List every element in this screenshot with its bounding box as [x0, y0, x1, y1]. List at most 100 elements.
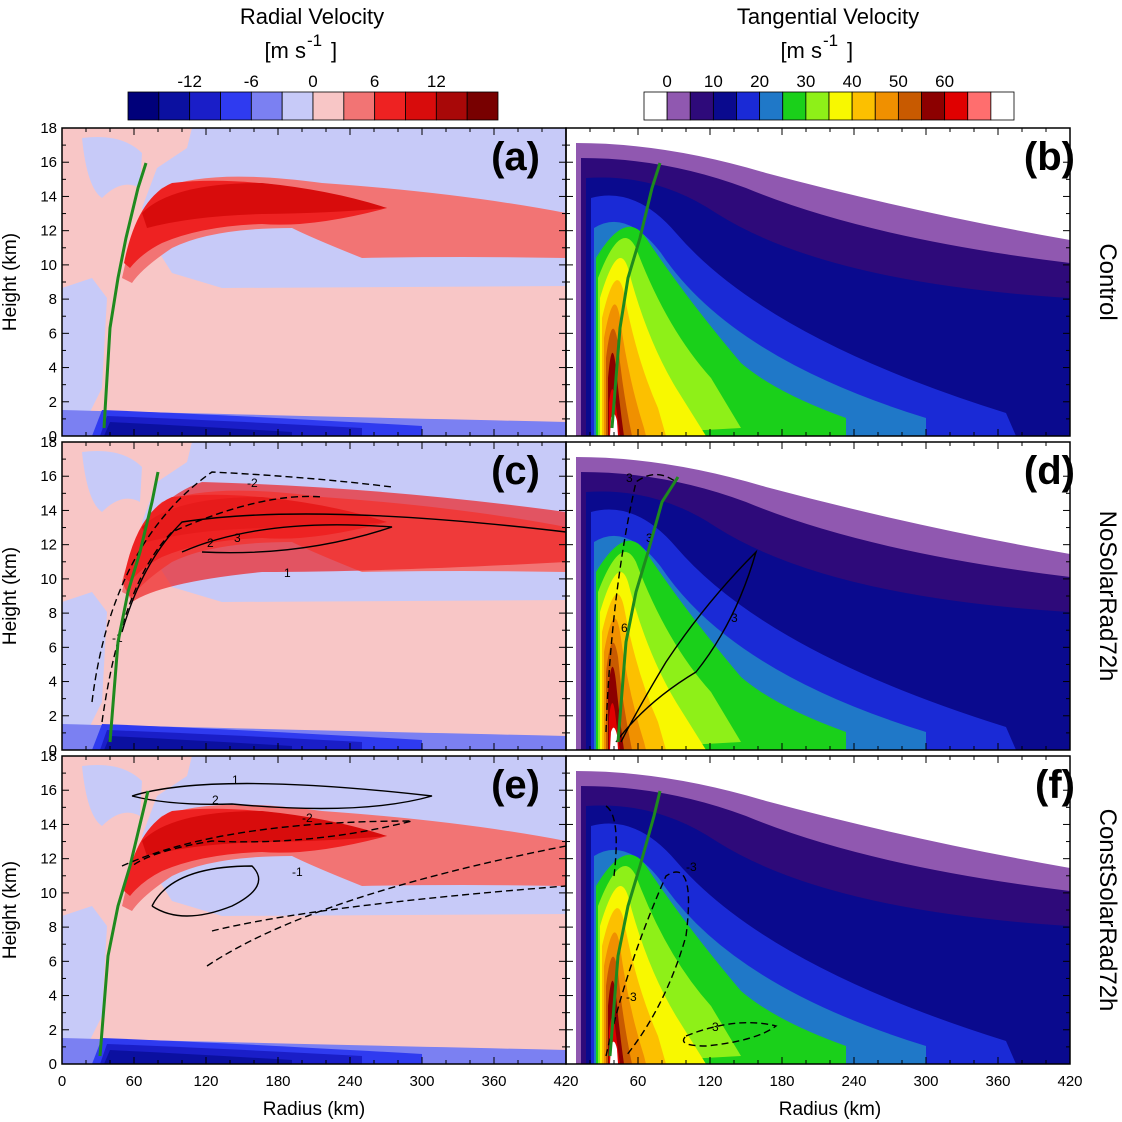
contour-label: -3 [708, 1020, 719, 1034]
colorbar-tick-label: 0 [662, 72, 671, 91]
colorbar-box [897, 91, 922, 121]
contour-label: -3 [686, 860, 697, 874]
x-tick-label: 300 [409, 1073, 434, 1090]
x-tick-label: 420 [553, 1073, 578, 1090]
panel-label-a: (a) [491, 135, 540, 179]
colorbar-tick-label: 0 [308, 72, 317, 91]
colorbar-box [158, 91, 191, 121]
y-tick-label: 14 [40, 502, 57, 519]
colorbar-box [944, 91, 969, 121]
panel-label-e: (e) [491, 763, 540, 807]
y-tick-label: 12 [40, 851, 57, 868]
y-tick-label: 0 [49, 742, 57, 759]
contour-line [121, 820, 413, 867]
y-tick-label: 12 [40, 537, 57, 554]
panel-d: 3 6 3 3 [566, 442, 1070, 750]
y-tick-label: 12 [40, 223, 57, 240]
rmw-line [102, 162, 148, 429]
x-tick-label: 120 [697, 1073, 722, 1090]
colorbar-box [343, 91, 376, 121]
y-tick-label: 16 [40, 782, 57, 799]
x-axis-label-right: Radius (km) [779, 1099, 881, 1120]
x-tick-label: 60 [630, 1073, 647, 1090]
colorbar-tick-label: 12 [427, 72, 446, 91]
y-tick-label: 10 [40, 571, 57, 588]
contour-line [615, 549, 758, 743]
y-tick-label: 2 [49, 1022, 57, 1039]
row-label-control: Control [1094, 243, 1121, 320]
contour-line [151, 865, 260, 917]
colorbar-box [990, 91, 1015, 121]
tangential-colorbar-units-sup: -1 [823, 31, 838, 50]
tangential-colorbar-boxes [643, 91, 1015, 121]
row-label-nosolarrad72h: NoSolarRad72h [1094, 511, 1121, 682]
y-tick-label: 14 [40, 188, 57, 205]
tangential-colorbar-units-end: ] [847, 38, 853, 63]
colorbar-box [312, 91, 345, 121]
contour-line [682, 1022, 778, 1047]
x-tick-label: 60 [126, 1073, 143, 1090]
x-tick-label: 360 [985, 1073, 1010, 1090]
contour-label: -2 [247, 476, 258, 490]
radial-colorbar-units: [m s [264, 38, 306, 63]
colorbar-box [643, 91, 668, 121]
colorbar-box [828, 91, 853, 121]
contour-line [181, 524, 393, 554]
y-tick-label: 6 [49, 639, 57, 656]
y-tick-label: 6 [49, 325, 57, 342]
colorbar-box [250, 91, 283, 121]
y-tick-label: 4 [49, 988, 57, 1005]
tangential-colorbar-ticks: 0 10 20 30 40 50 60 [662, 72, 954, 91]
y-tick-label: 18 [40, 434, 57, 451]
colorbar-box [689, 91, 714, 121]
colorbar-box [874, 91, 899, 121]
contour-line [605, 473, 677, 733]
rmw-line [98, 790, 150, 1057]
row-label-constsolarrad72h: ConstSolarRad72h [1094, 809, 1121, 1012]
tangential-colorbar-title: Tangential Velocity [737, 4, 919, 29]
x-tick-label: 240 [841, 1073, 866, 1090]
colorbar-box [967, 91, 992, 121]
radial-colorbar-boxes [127, 91, 499, 121]
y-tick-label: 2 [49, 708, 57, 725]
y-tick-label: 0 [49, 1056, 57, 1073]
colorbar-box [281, 91, 314, 121]
panel-label-d: (d) [1024, 449, 1075, 493]
y-tick-label: 8 [49, 919, 57, 936]
radial-colorbar-units-sup: -1 [307, 31, 322, 50]
radial-colorbar-title: Radial Velocity [240, 4, 384, 29]
colorbar-box [189, 91, 221, 121]
y-axis-label: Height (km) [0, 233, 21, 331]
colorbar-box [435, 91, 468, 121]
contour-label: 2 [207, 536, 214, 550]
x-tick-label: 300 [913, 1073, 938, 1090]
rmw-line [616, 476, 680, 743]
contour-label: -1 [292, 865, 303, 879]
colorbar-tick-label: 20 [750, 72, 769, 91]
colorbar-box [782, 91, 807, 121]
radial-colorbar-ticks: -12 -6 0 6 12 [177, 72, 445, 91]
contour-label: -3 [626, 990, 637, 1004]
y-tick-label: 10 [40, 885, 57, 902]
contour-line [131, 782, 433, 810]
colorbar-tick-label: -12 [177, 72, 202, 91]
contour-line [121, 513, 567, 633]
radial-colorbar: Radial Velocity [m s -1 ] -12 -6 0 6 12 [127, 4, 499, 121]
x-tick-label: 240 [337, 1073, 362, 1090]
x-axis-label-left: Radius (km) [263, 1099, 365, 1120]
y-tick-label: 2 [49, 394, 57, 411]
y-tick-label: 14 [40, 816, 57, 833]
contour-line [206, 845, 567, 967]
axes-overlay: 0246810121416180246810121416180246810121… [40, 120, 1082, 1090]
panel-c: 1 2 3 -1 -2 [62, 442, 567, 750]
contour-line [91, 471, 393, 703]
panel-label-f: (f) [1035, 763, 1075, 807]
contour-label: 1 [284, 566, 291, 580]
contour-line [605, 805, 617, 877]
rmw-line [108, 471, 160, 743]
colorbar-box [374, 91, 406, 121]
contour-label: 1 [232, 773, 239, 787]
radial-colorbar-units-end: ] [331, 38, 337, 63]
colorbar-tick-label: 6 [370, 72, 379, 91]
panel-a [62, 128, 566, 436]
